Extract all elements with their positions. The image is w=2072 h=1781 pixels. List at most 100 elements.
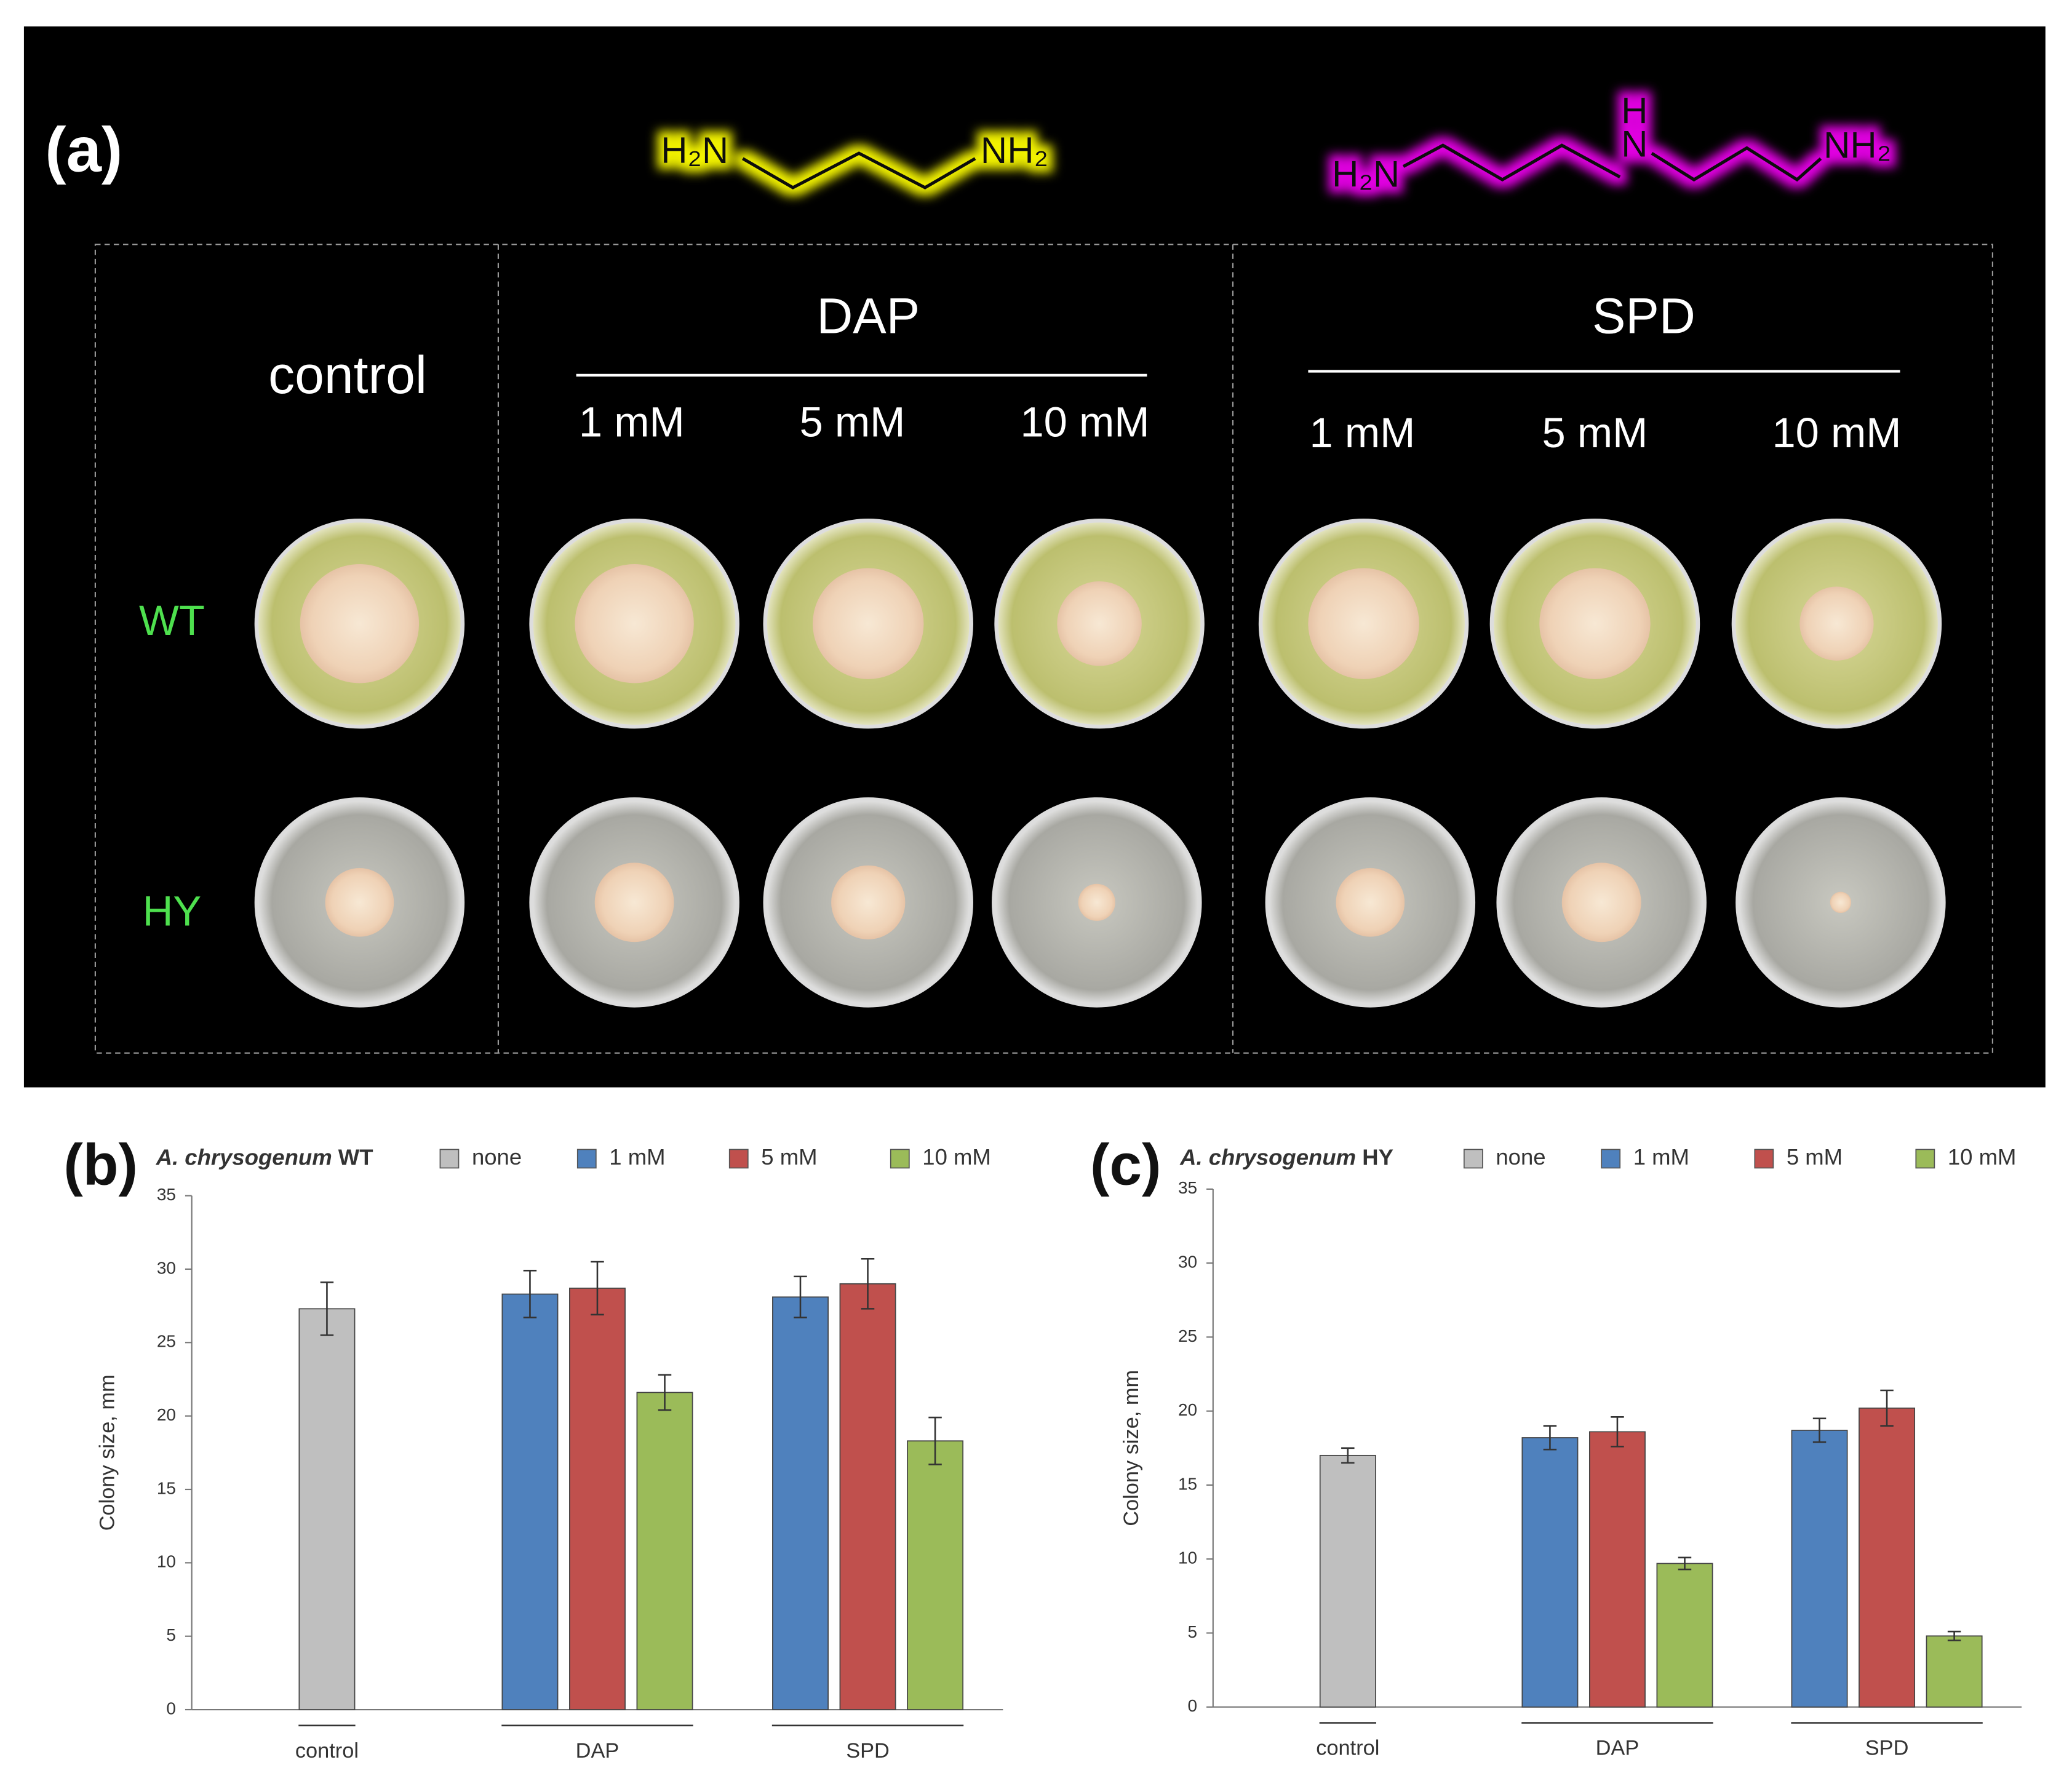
y-axis-label: Colony size, mm: [1120, 1370, 1143, 1526]
concentration-label: 1 mM: [1310, 409, 1416, 456]
bar: [1859, 1407, 1916, 1708]
error-bar: [1812, 1417, 1827, 1443]
x-tick-label: control: [1316, 1737, 1379, 1760]
bar: [772, 1296, 829, 1710]
concentration-label: 5 mM: [1542, 409, 1648, 456]
bar: [839, 1283, 896, 1710]
y-tick-label: 25: [157, 1332, 176, 1351]
error-bar: [1678, 1556, 1692, 1571]
concentration-label: 10 mM: [1772, 409, 1901, 456]
bar: [569, 1288, 626, 1710]
plates: [254, 518, 1946, 1008]
title-species: A. chrysogenum: [1179, 1144, 1356, 1169]
column-label: DAP: [816, 288, 920, 344]
charts: (b) A. chrysogenum WT none 1 mM 5 mM 10 mM Col…: [63, 1133, 2022, 1763]
y-axis-label: Colony size, mm: [95, 1374, 119, 1531]
y-tick-label: 0: [1187, 1696, 1197, 1715]
legend-label: 1 mM: [1633, 1144, 1689, 1169]
concentration-label: 5 mM: [800, 399, 906, 446]
x-tick-label: SPD: [846, 1739, 890, 1763]
title-strain: HY: [1362, 1144, 1393, 1169]
colony: [594, 863, 674, 942]
y-tick-label: 25: [1178, 1326, 1197, 1345]
legend-swatch: [1915, 1149, 1935, 1169]
bar: [1588, 1431, 1646, 1708]
formula-text: H₂N: [1332, 154, 1400, 195]
y-tick-label: 10: [157, 1552, 176, 1571]
colony: [1336, 867, 1405, 937]
legend-label: 1 mM: [609, 1144, 665, 1169]
error-bar: [1341, 1447, 1355, 1464]
colony: [575, 564, 694, 683]
legend-label: none: [472, 1144, 522, 1169]
panel-label: (b): [63, 1133, 138, 1198]
bar: [501, 1293, 559, 1710]
legend-swatch: [576, 1149, 597, 1169]
y-tick-label: 30: [1178, 1253, 1197, 1272]
bar: [1791, 1430, 1848, 1708]
bar: [1521, 1437, 1579, 1708]
legend-swatch: [439, 1149, 460, 1169]
colony: [1539, 568, 1651, 679]
error-bar: [591, 1261, 604, 1316]
error-bar: [794, 1275, 807, 1319]
y-tick-label: 35: [1178, 1178, 1197, 1197]
bar: [1926, 1635, 1983, 1708]
legend-swatch: [890, 1149, 910, 1169]
colony: [1308, 568, 1419, 679]
colony: [1057, 581, 1142, 666]
y-tick-label: 20: [1178, 1400, 1197, 1419]
y-tick-label: 30: [157, 1258, 176, 1277]
bar: [1319, 1454, 1376, 1708]
legend-label: 5 mM: [1787, 1144, 1843, 1169]
row-label: WT: [139, 597, 205, 644]
colony: [813, 568, 924, 679]
x-tick-label: SPD: [1865, 1737, 1909, 1760]
legend-swatch: [1754, 1149, 1774, 1169]
error-bar: [523, 1270, 537, 1319]
colony: [300, 564, 420, 683]
error-bar: [1947, 1630, 1961, 1641]
error-bar: [861, 1257, 875, 1310]
legend-swatch: [1601, 1149, 1621, 1169]
x-tick-label: DAP: [576, 1739, 620, 1763]
dap-structure: H₂N NH₂: [661, 130, 1048, 190]
bar: [1656, 1563, 1713, 1708]
legend-label: none: [1496, 1144, 1545, 1169]
formula-text: N: [1621, 123, 1648, 164]
legend-swatch: [1463, 1149, 1483, 1169]
formula-text: NH₂: [1823, 124, 1891, 165]
bar: [907, 1440, 964, 1710]
spd-structure: H₂N H N NH₂: [1332, 90, 1891, 195]
title-species: A. chrysogenum: [156, 1144, 332, 1169]
y-tick-label: 20: [157, 1405, 176, 1424]
error-bar: [1880, 1389, 1894, 1427]
error-bar: [658, 1374, 672, 1411]
error-bar: [320, 1281, 334, 1336]
y-tick-label: 35: [157, 1185, 176, 1204]
row-label: HY: [143, 887, 201, 934]
concentration-label: 10 mM: [1020, 399, 1149, 446]
panel-label: (a): [45, 114, 122, 185]
formula-text: NH₂: [981, 130, 1048, 171]
x-tick-label: control: [295, 1739, 359, 1763]
chart-title: A. chrysogenum WT: [156, 1144, 373, 1169]
colony: [1830, 891, 1852, 914]
colony: [1078, 883, 1115, 921]
y-tick-label: 5: [1187, 1622, 1197, 1641]
y-tick-label: 15: [157, 1478, 176, 1497]
colony: [1561, 863, 1641, 942]
y-tick-label: 0: [166, 1699, 176, 1718]
legend-label: 10 mM: [1948, 1144, 2017, 1169]
legend-swatch: [728, 1149, 749, 1169]
bar: [636, 1392, 693, 1710]
column-label: SPD: [1592, 288, 1695, 344]
title-strain: WT: [338, 1144, 373, 1169]
formula-text: H: [1621, 90, 1648, 132]
colony: [831, 865, 906, 939]
y-tick-label: 10: [1178, 1548, 1197, 1568]
y-tick-label: 5: [166, 1625, 176, 1644]
formula-text: H₂N: [661, 130, 728, 171]
bar: [298, 1308, 356, 1710]
